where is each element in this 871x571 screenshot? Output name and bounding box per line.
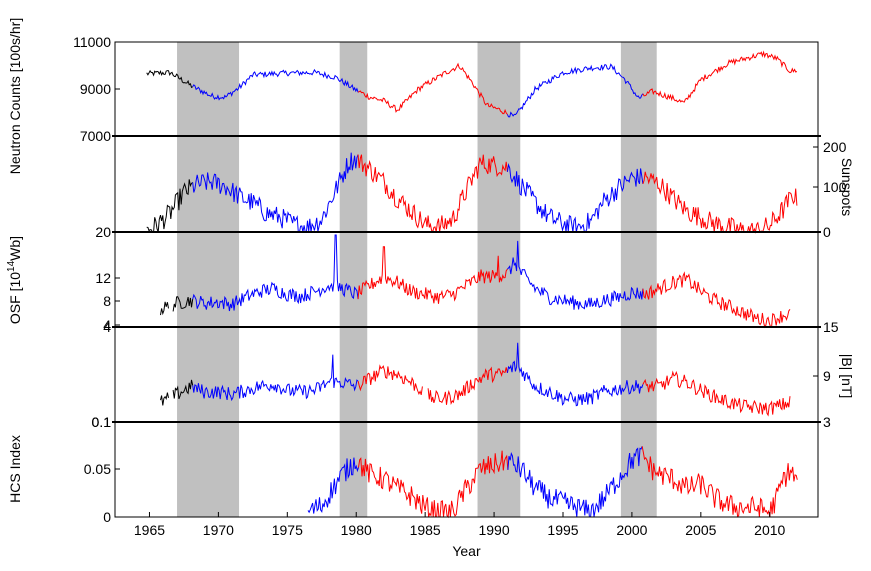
osf-left-tick-label: 4 bbox=[103, 317, 111, 333]
panel-hcs-series bbox=[307, 446, 798, 519]
shaded-period-4 bbox=[620, 42, 657, 517]
neutron-line-segment-5 bbox=[642, 50, 798, 103]
hcs-axis-title: HCS Index bbox=[7, 435, 23, 503]
shaded-period-1 bbox=[177, 42, 240, 517]
osf-left-tick-label: 20 bbox=[95, 224, 111, 240]
neutron-line-segment-1 bbox=[146, 69, 193, 89]
panel-neutron-series bbox=[146, 50, 798, 118]
sunspots-axis-title: Sunspots bbox=[839, 158, 855, 216]
sunspots-line-segment-2 bbox=[192, 152, 359, 233]
neutron-left-tick-label: 7000 bbox=[80, 128, 111, 144]
hcs-line-segment-3 bbox=[507, 446, 643, 518]
osf-line-segment-5 bbox=[507, 240, 644, 310]
imf-right-tick-label: 15 bbox=[823, 319, 839, 335]
x-tick-label: 1995 bbox=[547, 522, 578, 538]
osf-line-segment-6 bbox=[642, 271, 791, 329]
axis-labels: 1100090007000200100020128440.115930.10.0… bbox=[6, 18, 855, 538]
hcs-left-tick-label: 0.05 bbox=[84, 461, 111, 477]
osf-line-segment-1 bbox=[160, 301, 169, 316]
x-tick-label: 1980 bbox=[341, 522, 372, 538]
osf-left-tick-label: 12 bbox=[95, 270, 111, 286]
osf-left-tick-label: 8 bbox=[103, 293, 111, 309]
x-tick-label: 2000 bbox=[616, 522, 647, 538]
sunspots-right-tick-label: 100 bbox=[823, 179, 847, 195]
x-axis-title: Year bbox=[452, 543, 481, 559]
x-tick-label: 2005 bbox=[685, 522, 716, 538]
imf-line-segment-4 bbox=[357, 364, 423, 396]
sunspots-right-tick-label: 0 bbox=[823, 224, 831, 240]
imf-left-tick-label: 4 bbox=[103, 319, 111, 335]
x-tick-label: 1965 bbox=[134, 522, 165, 538]
series-lines bbox=[146, 50, 798, 519]
neutron-left-tick-label: 11000 bbox=[73, 34, 111, 50]
panel-imf-series bbox=[160, 342, 791, 417]
imf-line-segment-2 bbox=[172, 379, 194, 400]
imf-right-tick-label: 3 bbox=[823, 414, 831, 430]
osf-line-segment-4 bbox=[357, 246, 508, 304]
osf-line-segment-3 bbox=[192, 234, 359, 312]
panel-sunspots-series bbox=[146, 152, 798, 234]
imf-line-segment-1 bbox=[160, 392, 169, 406]
x-tick-label: 1970 bbox=[203, 522, 234, 538]
x-tick-label: 1990 bbox=[478, 522, 509, 538]
hcs-left-tick-label: 0.1 bbox=[92, 414, 112, 430]
shaded-period-2 bbox=[339, 42, 368, 517]
neutron-line-segment-2 bbox=[192, 68, 359, 101]
imf-line-segment-3 bbox=[192, 354, 359, 402]
sunspots-line-segment-1 bbox=[146, 179, 194, 233]
axes-frames bbox=[112, 41, 821, 518]
neutron-line-segment-3 bbox=[357, 62, 508, 115]
osf-axis-title: OSF [1014Wb] bbox=[6, 236, 23, 324]
sunspots-line-segment-4 bbox=[506, 163, 644, 233]
panel-osf-series bbox=[160, 234, 791, 329]
sunspots-right-tick-label: 200 bbox=[823, 139, 847, 155]
x-tick-label: 1975 bbox=[272, 522, 303, 538]
neutron-left-tick-label: 9000 bbox=[80, 81, 111, 97]
imf-line-segment-7 bbox=[642, 370, 791, 417]
neutron-line-segment-4 bbox=[506, 63, 644, 118]
osf-line-segment-2 bbox=[172, 296, 194, 312]
imf-line-segment-6 bbox=[506, 342, 644, 407]
shaded-periods bbox=[177, 42, 657, 517]
x-tick-label: 2010 bbox=[754, 522, 785, 538]
imf-left-tick-label: 0.1 bbox=[92, 414, 112, 430]
imf-line-segment-5 bbox=[427, 366, 508, 405]
hcs-left-tick-label: 0 bbox=[103, 509, 111, 525]
hcs-line-segment-4 bbox=[641, 446, 798, 518]
x-tick-label: 1985 bbox=[410, 522, 441, 538]
hcs-line-segment-1 bbox=[307, 457, 359, 514]
neutron-axis-title: Neutron Counts [100s/hr] bbox=[7, 18, 23, 174]
sunspots-line-segment-5 bbox=[642, 171, 798, 234]
imf-right-tick-label: 9 bbox=[823, 368, 831, 384]
imf-axis-title: |B| [nT] bbox=[839, 354, 855, 399]
